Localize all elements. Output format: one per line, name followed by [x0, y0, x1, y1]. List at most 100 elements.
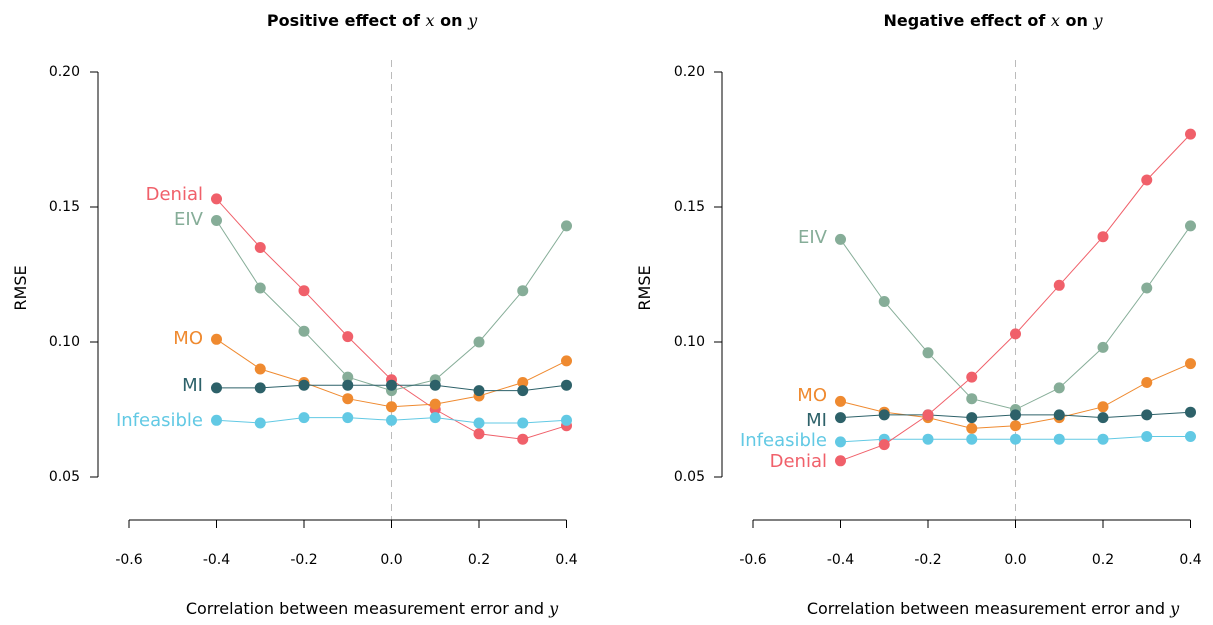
data-point-denial [211, 193, 222, 205]
data-point-mo [1141, 377, 1153, 388]
data-point-denial [966, 371, 978, 383]
data-point-infeasible [561, 414, 572, 426]
x-tick-label: 0.0 [380, 552, 402, 568]
y-tick-label: 0.10 [674, 334, 705, 350]
data-point-mi [298, 379, 310, 391]
data-point-denial [1097, 231, 1109, 243]
y-tick-label: 0.10 [49, 334, 80, 350]
series-label-mo: MO [797, 385, 827, 406]
data-point-mi [473, 385, 485, 397]
data-point-eiv [342, 371, 354, 383]
series-label-infeasible: Infeasible [740, 430, 827, 451]
data-point-infeasible [429, 412, 441, 424]
x-tick-label: 0.2 [1092, 552, 1114, 568]
data-point-denial [878, 439, 890, 451]
data-point-denial [342, 331, 354, 343]
series-label-mi: MI [806, 410, 827, 431]
data-point-mo [342, 393, 354, 405]
data-point-mi [1185, 406, 1196, 418]
left-panel: Positive effect of x on y RMSE Correlati… [11, 11, 578, 618]
data-point-eiv [1141, 282, 1153, 294]
x-tick-label: -0.6 [739, 552, 766, 568]
plot-area [90, 60, 572, 528]
data-point-infeasible [1053, 433, 1065, 445]
y-tick-label: 0.05 [674, 469, 705, 485]
data-point-mi [254, 382, 266, 394]
data-point-eiv [922, 347, 934, 359]
data-point-infeasible [922, 433, 934, 445]
data-point-infeasible [835, 436, 846, 448]
data-point-eiv [254, 282, 266, 294]
data-point-mo [517, 377, 529, 388]
data-point-infeasible [342, 412, 354, 424]
data-point-mo [1010, 420, 1021, 432]
data-point-eiv [517, 285, 529, 297]
data-point-infeasible [966, 433, 978, 445]
x-tick-label: 0.0 [1004, 552, 1026, 568]
data-point-denial [1141, 174, 1153, 186]
data-point-denial [254, 242, 266, 253]
data-point-eiv [211, 215, 222, 226]
series-label-denial: Denial [146, 184, 203, 205]
x-tick-label: -0.2 [914, 552, 941, 568]
data-point-mo [211, 333, 222, 345]
data-point-mi [342, 379, 354, 391]
data-point-infeasible [298, 412, 310, 424]
data-point-mo [835, 395, 846, 407]
x-tick-label: -0.4 [827, 552, 854, 568]
y-tick-label: 0.15 [49, 199, 80, 215]
data-point-mo [1185, 358, 1196, 370]
data-point-denial [1185, 128, 1196, 140]
data-point-denial [1053, 279, 1065, 291]
data-point-mi [1053, 409, 1065, 421]
data-point-mi [835, 412, 846, 424]
data-point-mi [1097, 412, 1109, 424]
data-point-mi [386, 379, 397, 391]
chart-title: Negative effect of x on y [884, 11, 1104, 30]
data-point-mi [561, 379, 572, 391]
y-tick-label: 0.20 [49, 64, 80, 80]
chart-title: Positive effect of x on y [267, 11, 478, 30]
data-point-eiv [835, 233, 846, 245]
y-tick-label: 0.05 [49, 469, 80, 485]
series-label-mi: MI [182, 375, 203, 396]
data-point-mo [429, 398, 441, 410]
series-label-eiv: EIV [174, 209, 204, 230]
data-point-denial [517, 433, 529, 445]
data-point-denial [298, 285, 310, 297]
x-tick-label: 0.4 [555, 552, 577, 568]
data-point-mi [211, 382, 222, 394]
data-point-denial [835, 455, 846, 467]
series-label-mo: MO [173, 328, 203, 349]
data-point-mi [429, 379, 441, 391]
y-axis-label: RMSE [635, 265, 654, 310]
data-point-mo [1097, 401, 1109, 413]
data-point-infeasible [386, 414, 397, 426]
data-point-eiv [1185, 220, 1196, 232]
data-point-denial [922, 409, 934, 421]
x-tick-label: -0.6 [115, 552, 142, 568]
y-tick-label: 0.15 [674, 199, 705, 215]
data-point-mo [561, 355, 572, 367]
y-axis-label: RMSE [11, 265, 30, 310]
data-point-mo [254, 363, 266, 375]
data-point-denial [473, 428, 485, 440]
data-point-eiv [1097, 341, 1109, 353]
x-tick-label: 0.2 [468, 552, 490, 568]
data-point-infeasible [1141, 431, 1153, 442]
data-point-mi [878, 409, 890, 421]
x-tick-label: -0.4 [203, 552, 230, 568]
series-label-infeasible: Infeasible [116, 410, 203, 431]
data-point-eiv [1053, 382, 1065, 394]
right-panel: Negative effect of x on y RMSE Correlati… [635, 11, 1202, 618]
x-axis-label: Correlation between measurement error an… [186, 599, 559, 618]
data-point-mo [966, 422, 978, 434]
data-point-infeasible [473, 417, 485, 429]
y-tick-label: 0.20 [674, 64, 705, 80]
x-axis-label: Correlation between measurement error an… [807, 599, 1180, 618]
data-point-mi [1141, 409, 1153, 421]
data-point-infeasible [211, 414, 222, 426]
series-label-denial: Denial [770, 451, 827, 472]
data-point-mi [966, 412, 978, 424]
